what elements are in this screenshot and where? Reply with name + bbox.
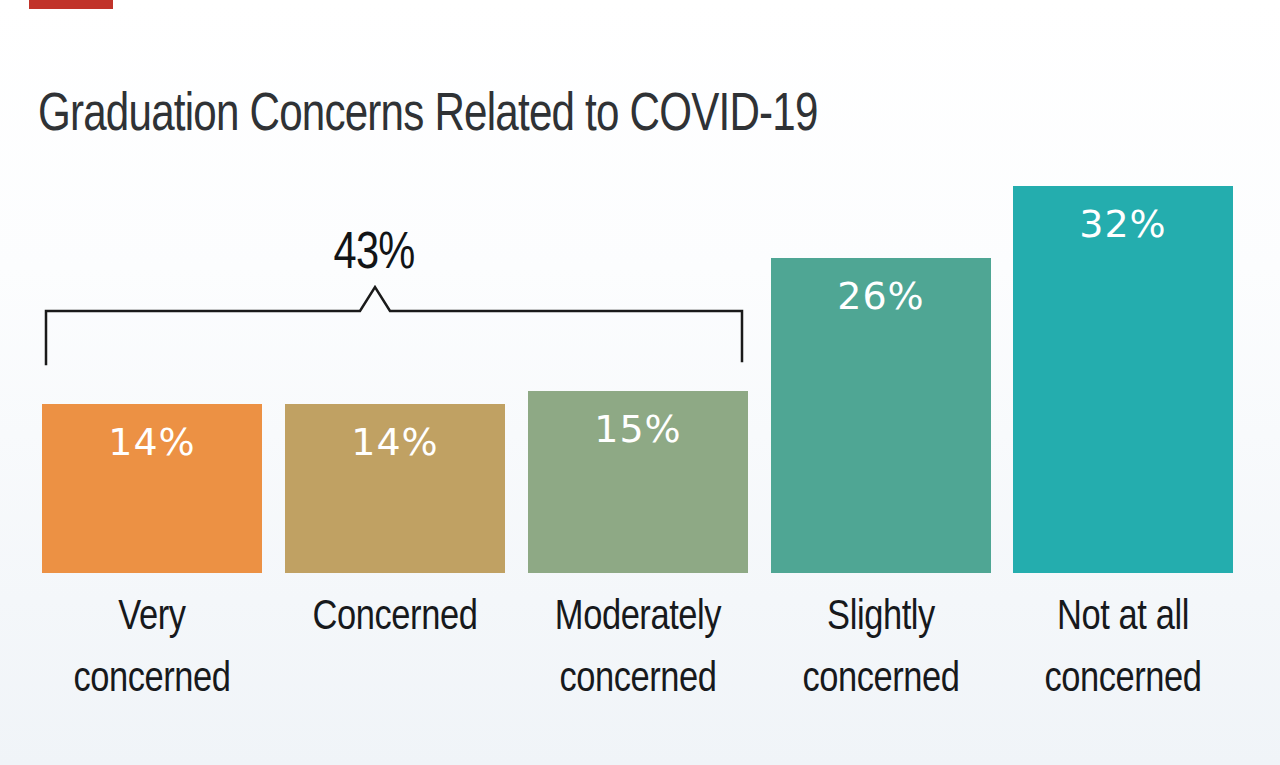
axis-label-line: Not at all bbox=[1033, 584, 1213, 646]
bar-slightly-concerned: 26% bbox=[771, 258, 991, 573]
axis-label-line: Slightly bbox=[791, 584, 971, 646]
axis-label-line: concerned bbox=[791, 646, 971, 708]
bar-very-concerned: 14% bbox=[42, 404, 262, 573]
axis-label-line: Moderately bbox=[548, 584, 728, 646]
axis-label-slightly-concerned: Slightly concerned bbox=[791, 584, 971, 708]
bar-value-label: 26% bbox=[771, 258, 991, 318]
axis-label-line: Concerned bbox=[305, 584, 485, 646]
axis-label-very-concerned: Very concerned bbox=[62, 584, 242, 708]
bar-value-label: 32% bbox=[1013, 186, 1233, 246]
bar-moderately-concerned: 15% bbox=[528, 391, 748, 573]
axis-label-line: Very bbox=[62, 584, 242, 646]
bar-value-label: 15% bbox=[528, 391, 748, 451]
axis-label-not-at-all-concerned: Not at all concerned bbox=[1033, 584, 1213, 708]
axis-label-concerned: Concerned bbox=[305, 584, 485, 646]
axis-label-line: concerned bbox=[548, 646, 728, 708]
bar-not-at-all-concerned: 32% bbox=[1013, 186, 1233, 573]
bar-concerned: 14% bbox=[285, 404, 505, 573]
chart-canvas: Graduation Concerns Related to COVID-19 … bbox=[0, 0, 1280, 765]
bar-value-label: 14% bbox=[285, 404, 505, 464]
axis-label-moderately-concerned: Moderately concerned bbox=[548, 584, 728, 708]
bar-value-label: 14% bbox=[42, 404, 262, 464]
axis-label-line: concerned bbox=[1033, 646, 1213, 708]
bracket-sum-label: 43% bbox=[310, 220, 438, 280]
axis-label-line: concerned bbox=[62, 646, 242, 708]
